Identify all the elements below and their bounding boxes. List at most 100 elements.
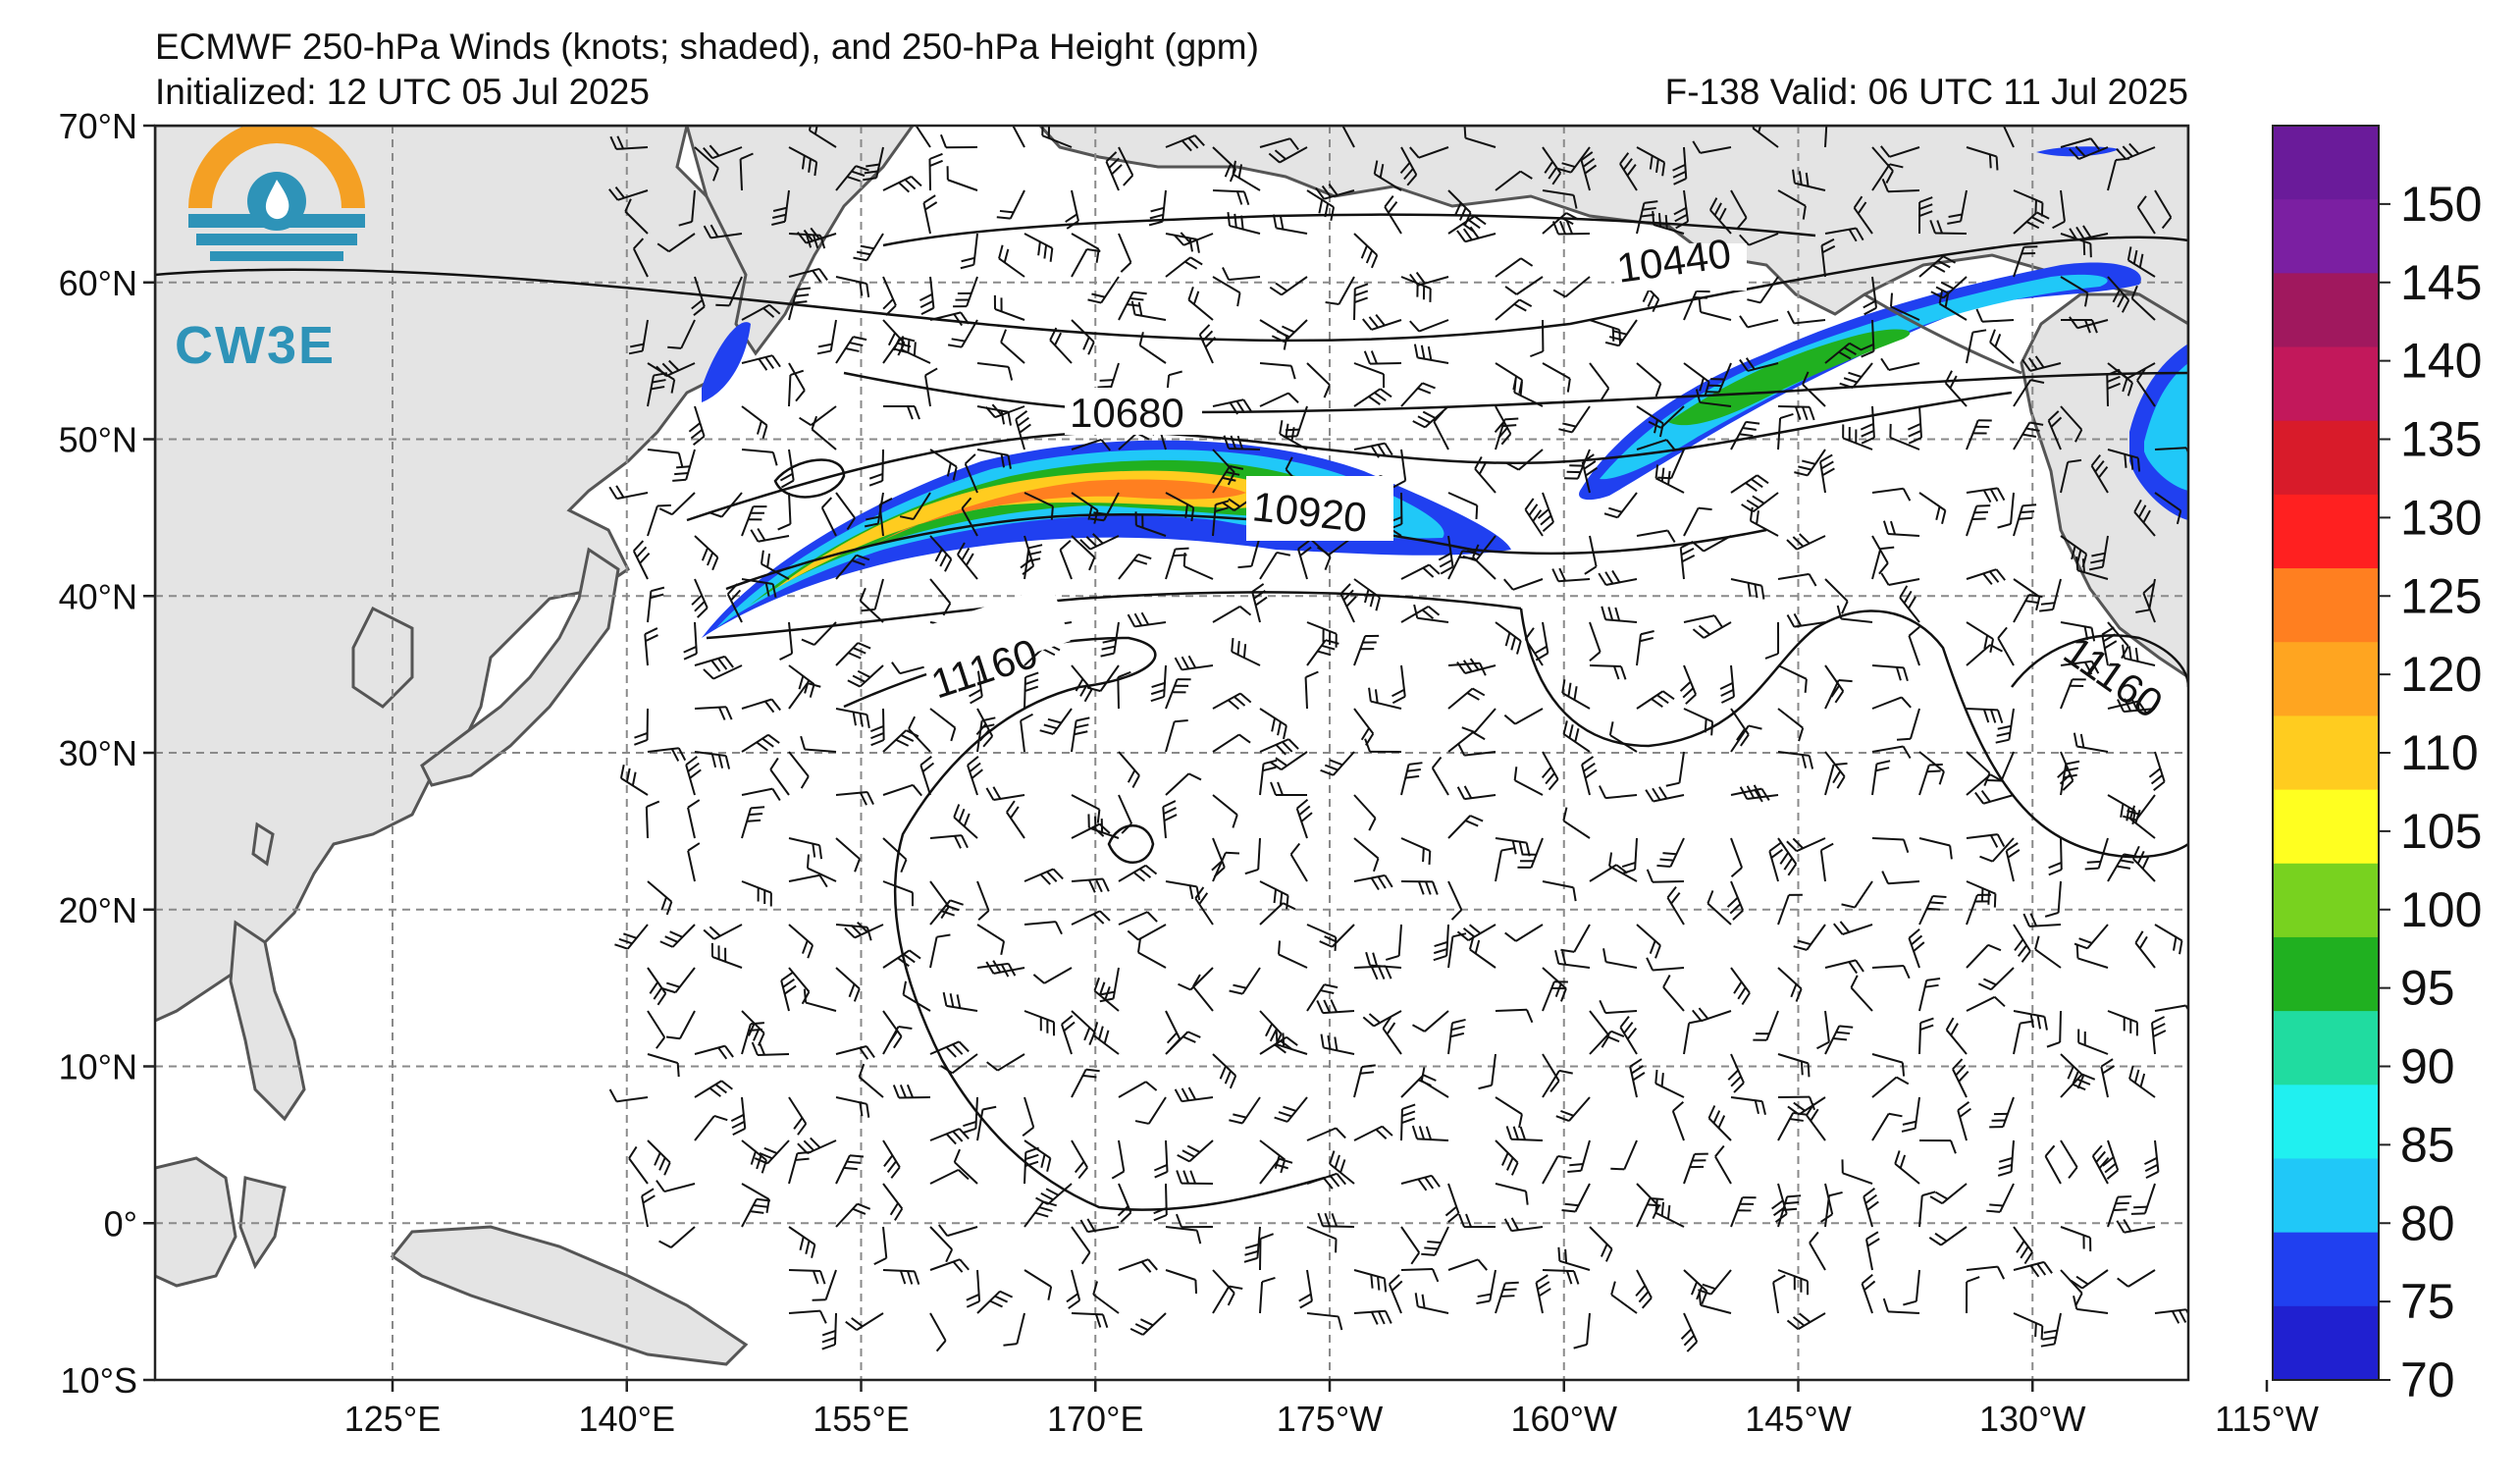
colorbar-tick-label: 150	[2400, 177, 2482, 232]
wind-barb-feather	[1786, 539, 1798, 551]
wind-barb-feather	[1989, 1203, 2004, 1207]
wind-barb	[1113, 621, 1120, 654]
wind-barb	[1914, 1096, 1920, 1129]
wind-barb	[964, 463, 978, 494]
wind-barb	[1165, 134, 1196, 148]
wind-barb-feather	[1881, 871, 1889, 884]
wind-barb-feather	[942, 991, 948, 1007]
wind-barb-feather	[1504, 1281, 1519, 1285]
wind-barb-feather	[1010, 109, 1019, 120]
wind-barb-feather	[910, 176, 922, 187]
wind-barb-feather	[1704, 381, 1710, 396]
wind-barb-feather	[2139, 1073, 2146, 1087]
wind-barb-feather	[2126, 382, 2133, 397]
wind-barb-feather	[1641, 1297, 1653, 1309]
wind-barb-feather	[709, 926, 721, 937]
wind-barb-feather	[1229, 1285, 1243, 1291]
wind-barb-feather	[1184, 260, 1198, 270]
wind-barb-feather	[1059, 540, 1072, 551]
wind-barb	[741, 449, 773, 453]
wind-barb	[1400, 1174, 1433, 1185]
wind-barb-feather	[1821, 238, 1835, 247]
wind-barb-feather	[1368, 396, 1381, 405]
wind-barb-feather	[1329, 1150, 1336, 1165]
wind-barb-feather	[899, 1270, 907, 1285]
wind-barb	[1887, 533, 1920, 537]
wind-barb-feather	[1192, 291, 1200, 305]
wind-barb	[1871, 1113, 1890, 1141]
wind-barb-feather	[714, 1084, 727, 1094]
wind-barb-feather	[1864, 1280, 1876, 1292]
wind-barb-feather	[1354, 283, 1369, 290]
wind-barb	[2154, 751, 2166, 782]
wind-barb	[1071, 877, 1103, 882]
wind-barb	[647, 1010, 666, 1038]
wind-barb-feather	[754, 1157, 768, 1165]
wind-barb	[1809, 1242, 1826, 1271]
wind-barb-feather	[1719, 681, 1734, 690]
wind-barb-feather	[1432, 1268, 1440, 1283]
wind-barb-feather	[2024, 600, 2040, 605]
wind-barb-feather	[1983, 635, 1989, 650]
wind-barb-feather	[1144, 864, 1158, 875]
wind-barb-feather	[683, 646, 697, 654]
wind-barb	[788, 682, 809, 710]
wind-barb	[1730, 724, 1750, 753]
wind-barb-feather	[1262, 766, 1277, 772]
wind-barb-feather	[1598, 572, 1607, 586]
wind-barb-feather	[1188, 238, 1193, 252]
wind-barb-feather	[1363, 589, 1370, 604]
wind-barb	[647, 505, 658, 537]
wind-barb-feather	[1739, 315, 1749, 328]
wind-barb-feather	[1787, 863, 1798, 876]
wind-barb-feather	[2116, 148, 2127, 160]
wind-barb	[1863, 1195, 1873, 1228]
wind-barb-feather	[2102, 1156, 2115, 1167]
wind-barb	[615, 146, 649, 150]
wind-barb-feather	[1015, 410, 1028, 421]
wind-barb-feather	[953, 835, 962, 849]
wind-barb	[1088, 826, 1120, 839]
wind-barb-feather	[1584, 565, 1598, 575]
wind-barb-feather	[1374, 689, 1379, 704]
wind-barb	[1653, 224, 1685, 235]
wind-barb	[809, 130, 837, 148]
wind-barb-feather	[709, 224, 719, 238]
wind-barb	[2124, 657, 2156, 666]
wind-barb	[1400, 606, 1430, 623]
wind-barb-feather	[919, 299, 934, 309]
wind-barb-feather	[1386, 1022, 1396, 1035]
wind-barb	[1353, 233, 1378, 256]
wind-barb-feather	[1861, 1274, 1873, 1285]
wind-barb-feather	[1225, 851, 1240, 855]
wind-barb-feather	[950, 727, 957, 742]
wind-barb-feather	[1896, 737, 1912, 741]
wind-barb	[1495, 1096, 1523, 1116]
wind-barb	[835, 276, 867, 285]
wind-barb-feather	[1236, 435, 1244, 450]
wind-barb-feather	[1187, 655, 1197, 668]
wind-barb-feather	[1518, 1114, 1523, 1129]
wind-barb-feather	[771, 220, 786, 226]
wind-barb	[915, 126, 931, 148]
wind-barb-feather	[921, 762, 935, 772]
wind-barb-feather	[1251, 583, 1265, 593]
wind-barb-feather	[1043, 244, 1048, 259]
wind-barb	[903, 993, 931, 1012]
wind-barb-feather	[1329, 1175, 1340, 1188]
wind-barb-feather	[1181, 1087, 1190, 1101]
wind-barb-feather	[1666, 885, 1677, 899]
wind-barb	[2136, 206, 2156, 235]
wind-barb	[1915, 1269, 1920, 1301]
wind-barb-feather	[1519, 381, 1523, 397]
wind-barb-feather	[1100, 652, 1115, 658]
wind-barb	[758, 535, 790, 543]
wind-barb-feather	[2100, 1058, 2114, 1068]
wind-barb-feather	[1409, 273, 1420, 287]
wind-barb-feather	[1345, 596, 1357, 608]
wind-barb	[2013, 211, 2038, 235]
wind-barb-feather	[750, 1210, 764, 1214]
wind-barb-feather	[1567, 682, 1572, 697]
wind-barb-feather	[1093, 977, 1100, 991]
wind-barb	[1960, 189, 1968, 222]
